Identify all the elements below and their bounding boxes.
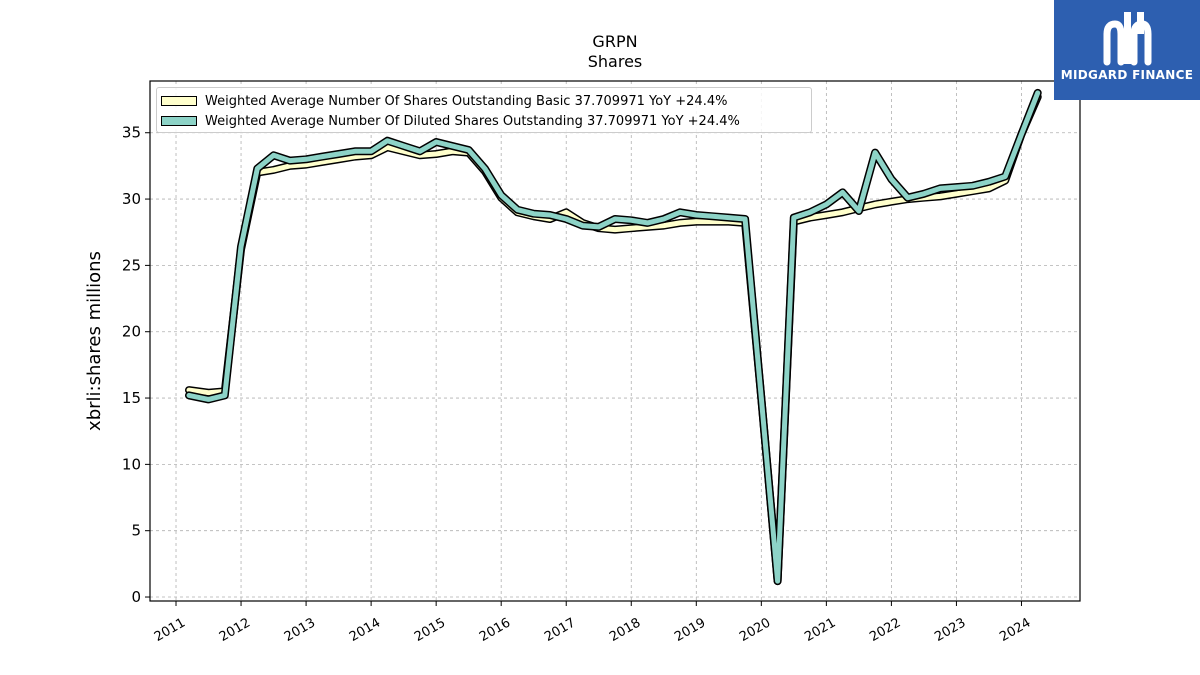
x-tick-label: 2024	[997, 615, 1033, 645]
x-tick-label: 2021	[802, 615, 838, 645]
x-tick-label: 2016	[477, 615, 513, 645]
y-tick-label: 35	[122, 124, 141, 142]
x-tick-label: 2015	[412, 615, 448, 645]
series-0-line	[186, 94, 1041, 584]
plot-frame	[149, 80, 1081, 602]
x-tick-label: 2018	[607, 615, 643, 645]
legend-swatch-basic	[161, 96, 197, 106]
x-tick-label: 2017	[542, 615, 578, 645]
chart-subtitle: Shares	[587, 52, 643, 71]
y-tick-label: 15	[122, 389, 141, 407]
legend-item-basic: Weighted Average Number Of Shares Outsta…	[161, 91, 727, 111]
y-tick-label: 10	[122, 455, 141, 473]
x-tick-label: 2011	[152, 615, 188, 645]
legend-swatch-diluted	[161, 116, 197, 126]
series-0-outline	[185, 92, 1042, 586]
legend-label-diluted: Weighted Average Number Of Diluted Share…	[205, 113, 740, 129]
x-tick-label: 2012	[217, 615, 253, 645]
series-lines	[185, 88, 1042, 586]
logo-mark-icon	[1103, 12, 1152, 66]
y-axis-label: xbrli:shares millions	[84, 251, 105, 431]
y-tick-label: 25	[122, 256, 141, 274]
x-tick-label: 2019	[672, 615, 708, 645]
x-tick-label: 2013	[282, 615, 318, 645]
x-tick-label: 2014	[347, 615, 383, 645]
x-tick-label: 2020	[737, 615, 773, 645]
series-1-line	[186, 90, 1041, 584]
brand-logo: MIDGARD FINANCE	[1054, 0, 1200, 100]
legend-label-basic: Weighted Average Number Of Shares Outsta…	[205, 93, 728, 109]
x-tick-label: 2022	[867, 615, 903, 645]
chart-title: GRPN	[592, 32, 638, 51]
y-tick-label: 5	[131, 522, 141, 540]
legend: Weighted Average Number Of Shares Outsta…	[156, 87, 812, 133]
y-tick-label: 30	[122, 190, 141, 208]
y-tick-label: 0	[131, 588, 141, 606]
logo-text: MIDGARD FINANCE	[1060, 68, 1194, 82]
y-tick-label: 20	[122, 323, 141, 341]
legend-item-diluted: Weighted Average Number Of Diluted Share…	[161, 111, 740, 131]
x-tick-label: 2023	[932, 615, 968, 645]
